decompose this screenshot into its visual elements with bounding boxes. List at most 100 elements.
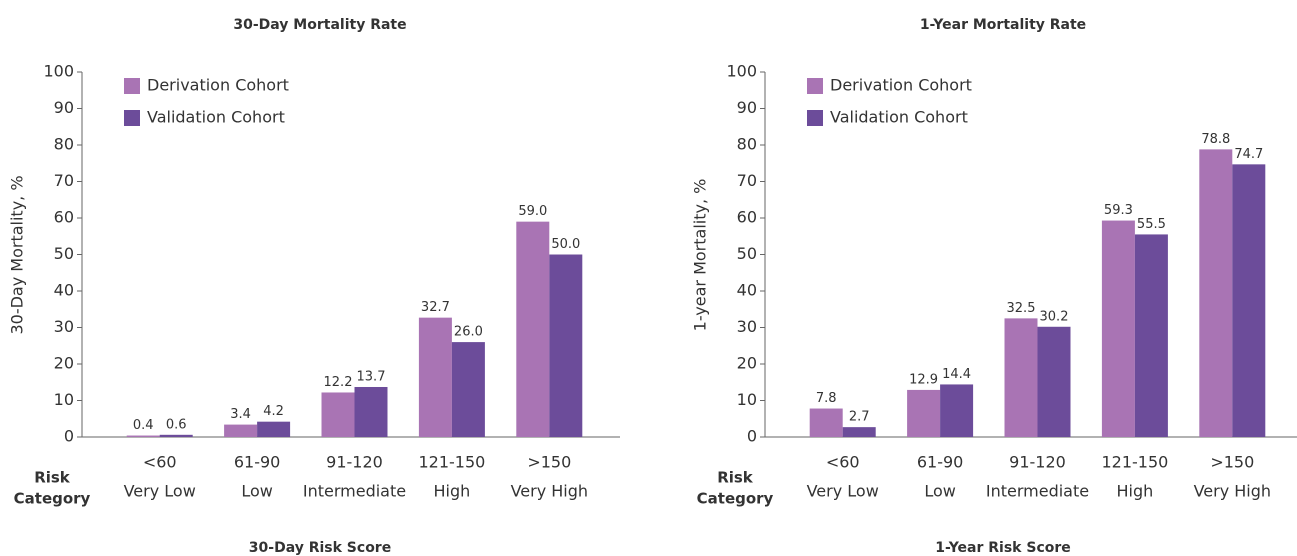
y-tick-label: 80 (737, 135, 757, 154)
category-axis-label: Risk (717, 469, 754, 487)
x-axis-label: 1-Year Risk Score (935, 540, 1071, 556)
value-label: 26.0 (454, 325, 483, 340)
y-tick-label: 20 (737, 354, 757, 373)
bar (809, 408, 843, 437)
category-axis-label: Category (14, 490, 91, 508)
bar (257, 421, 291, 437)
bar (1037, 326, 1071, 437)
x-tick-group-label: High (434, 482, 471, 501)
y-tick-label: 60 (54, 208, 74, 227)
x-tick-label: >150 (527, 453, 571, 472)
chart-title: 30-Day Mortality Rate (233, 17, 406, 33)
bar (940, 384, 974, 437)
bar (1232, 164, 1266, 437)
chart: 30-Day Mortality Rate 30-Day Mortality, %… (8, 17, 620, 556)
chart: 1-Year Mortality Rate 1-year Mortality, %… (691, 17, 1297, 556)
x-tick-label: <60 (826, 453, 860, 472)
value-label: 12.2 (324, 375, 353, 390)
y-tick-label: 40 (54, 281, 74, 300)
legend-swatch (807, 110, 823, 126)
x-tick-label: 91-120 (1009, 453, 1066, 472)
value-label: 2.7 (849, 410, 870, 425)
x-tick-label: <60 (143, 453, 177, 472)
legend-label: Derivation Cohort (830, 76, 972, 95)
bar (516, 221, 550, 437)
value-label: 55.5 (1137, 217, 1166, 232)
bar (354, 386, 388, 437)
x-tick-label: 121-150 (1101, 453, 1168, 472)
y-tick-label: 70 (54, 171, 74, 190)
bar (549, 254, 583, 437)
value-label: 30.2 (1040, 309, 1069, 324)
bar (126, 435, 160, 437)
bar (907, 389, 941, 437)
y-tick-label: 40 (737, 281, 757, 300)
y-tick-label: 10 (54, 390, 74, 409)
legend-label: Validation Cohort (147, 108, 285, 127)
x-tick-group-label: Very High (511, 482, 588, 501)
bar (159, 434, 193, 437)
y-tick-label: 100 (726, 62, 757, 81)
bar (1004, 318, 1038, 437)
value-label: 7.8 (816, 391, 837, 406)
value-label: 74.7 (1234, 147, 1263, 162)
value-label: 14.4 (942, 367, 971, 382)
y-tick-label: 50 (54, 244, 74, 263)
value-label: 32.7 (421, 300, 450, 315)
y-tick-label: 30 (54, 317, 74, 336)
x-tick-label: >150 (1210, 453, 1254, 472)
legend-swatch (807, 78, 823, 94)
y-tick-label: 80 (54, 135, 74, 154)
bar (418, 317, 452, 437)
bar (1134, 234, 1168, 437)
x-axis-label: 30-Day Risk Score (249, 540, 391, 556)
y-tick-label: 20 (54, 354, 74, 373)
bar (1199, 149, 1233, 437)
x-tick-group-label: Very Low (124, 482, 196, 501)
value-label: 59.3 (1104, 203, 1133, 218)
x-tick-group-label: Very High (1194, 482, 1271, 501)
value-label: 0.6 (166, 417, 187, 432)
y-tick-label: 0 (747, 427, 757, 446)
bar (451, 342, 485, 437)
x-tick-group-label: High (1117, 482, 1154, 501)
x-tick-label: 61-90 (234, 453, 281, 472)
value-label: 78.8 (1201, 132, 1230, 147)
y-tick-label: 90 (54, 98, 74, 117)
category-axis-label: Category (697, 490, 774, 508)
bar (321, 392, 355, 437)
y-tick-label: 70 (737, 171, 757, 190)
x-tick-label: 121-150 (418, 453, 485, 472)
value-label: 32.5 (1007, 301, 1036, 316)
bar (1101, 220, 1135, 437)
chart-title: 1-Year Mortality Rate (920, 17, 1086, 33)
x-tick-group-label: Intermediate (303, 482, 406, 501)
y-axis-label: 1-year Mortality, % (691, 179, 710, 332)
value-label: 59.0 (518, 204, 547, 219)
category-axis-label: Risk (34, 469, 71, 487)
value-label: 3.4 (230, 407, 251, 422)
value-label: 12.9 (909, 372, 938, 387)
legend-swatch (124, 78, 140, 94)
x-tick-group-label: Low (241, 482, 273, 501)
x-tick-group-label: Very Low (807, 482, 879, 501)
x-tick-label: 61-90 (917, 453, 964, 472)
value-label: 4.2 (263, 404, 284, 419)
y-tick-label: 50 (737, 244, 757, 263)
x-tick-group-label: Intermediate (986, 482, 1089, 501)
legend-label: Validation Cohort (830, 108, 968, 127)
y-tick-label: 90 (737, 98, 757, 117)
value-label: 50.0 (551, 237, 580, 252)
x-tick-label: 91-120 (326, 453, 383, 472)
y-tick-label: 0 (64, 427, 74, 446)
value-label: 0.4 (133, 418, 154, 433)
value-label: 13.7 (357, 369, 386, 384)
y-tick-label: 60 (737, 208, 757, 227)
x-tick-group-label: Low (924, 482, 956, 501)
y-axis-label: 30-Day Mortality, % (8, 175, 27, 334)
y-tick-label: 100 (43, 62, 74, 81)
legend-label: Derivation Cohort (147, 76, 289, 95)
y-tick-label: 10 (737, 390, 757, 409)
bar (224, 424, 258, 437)
